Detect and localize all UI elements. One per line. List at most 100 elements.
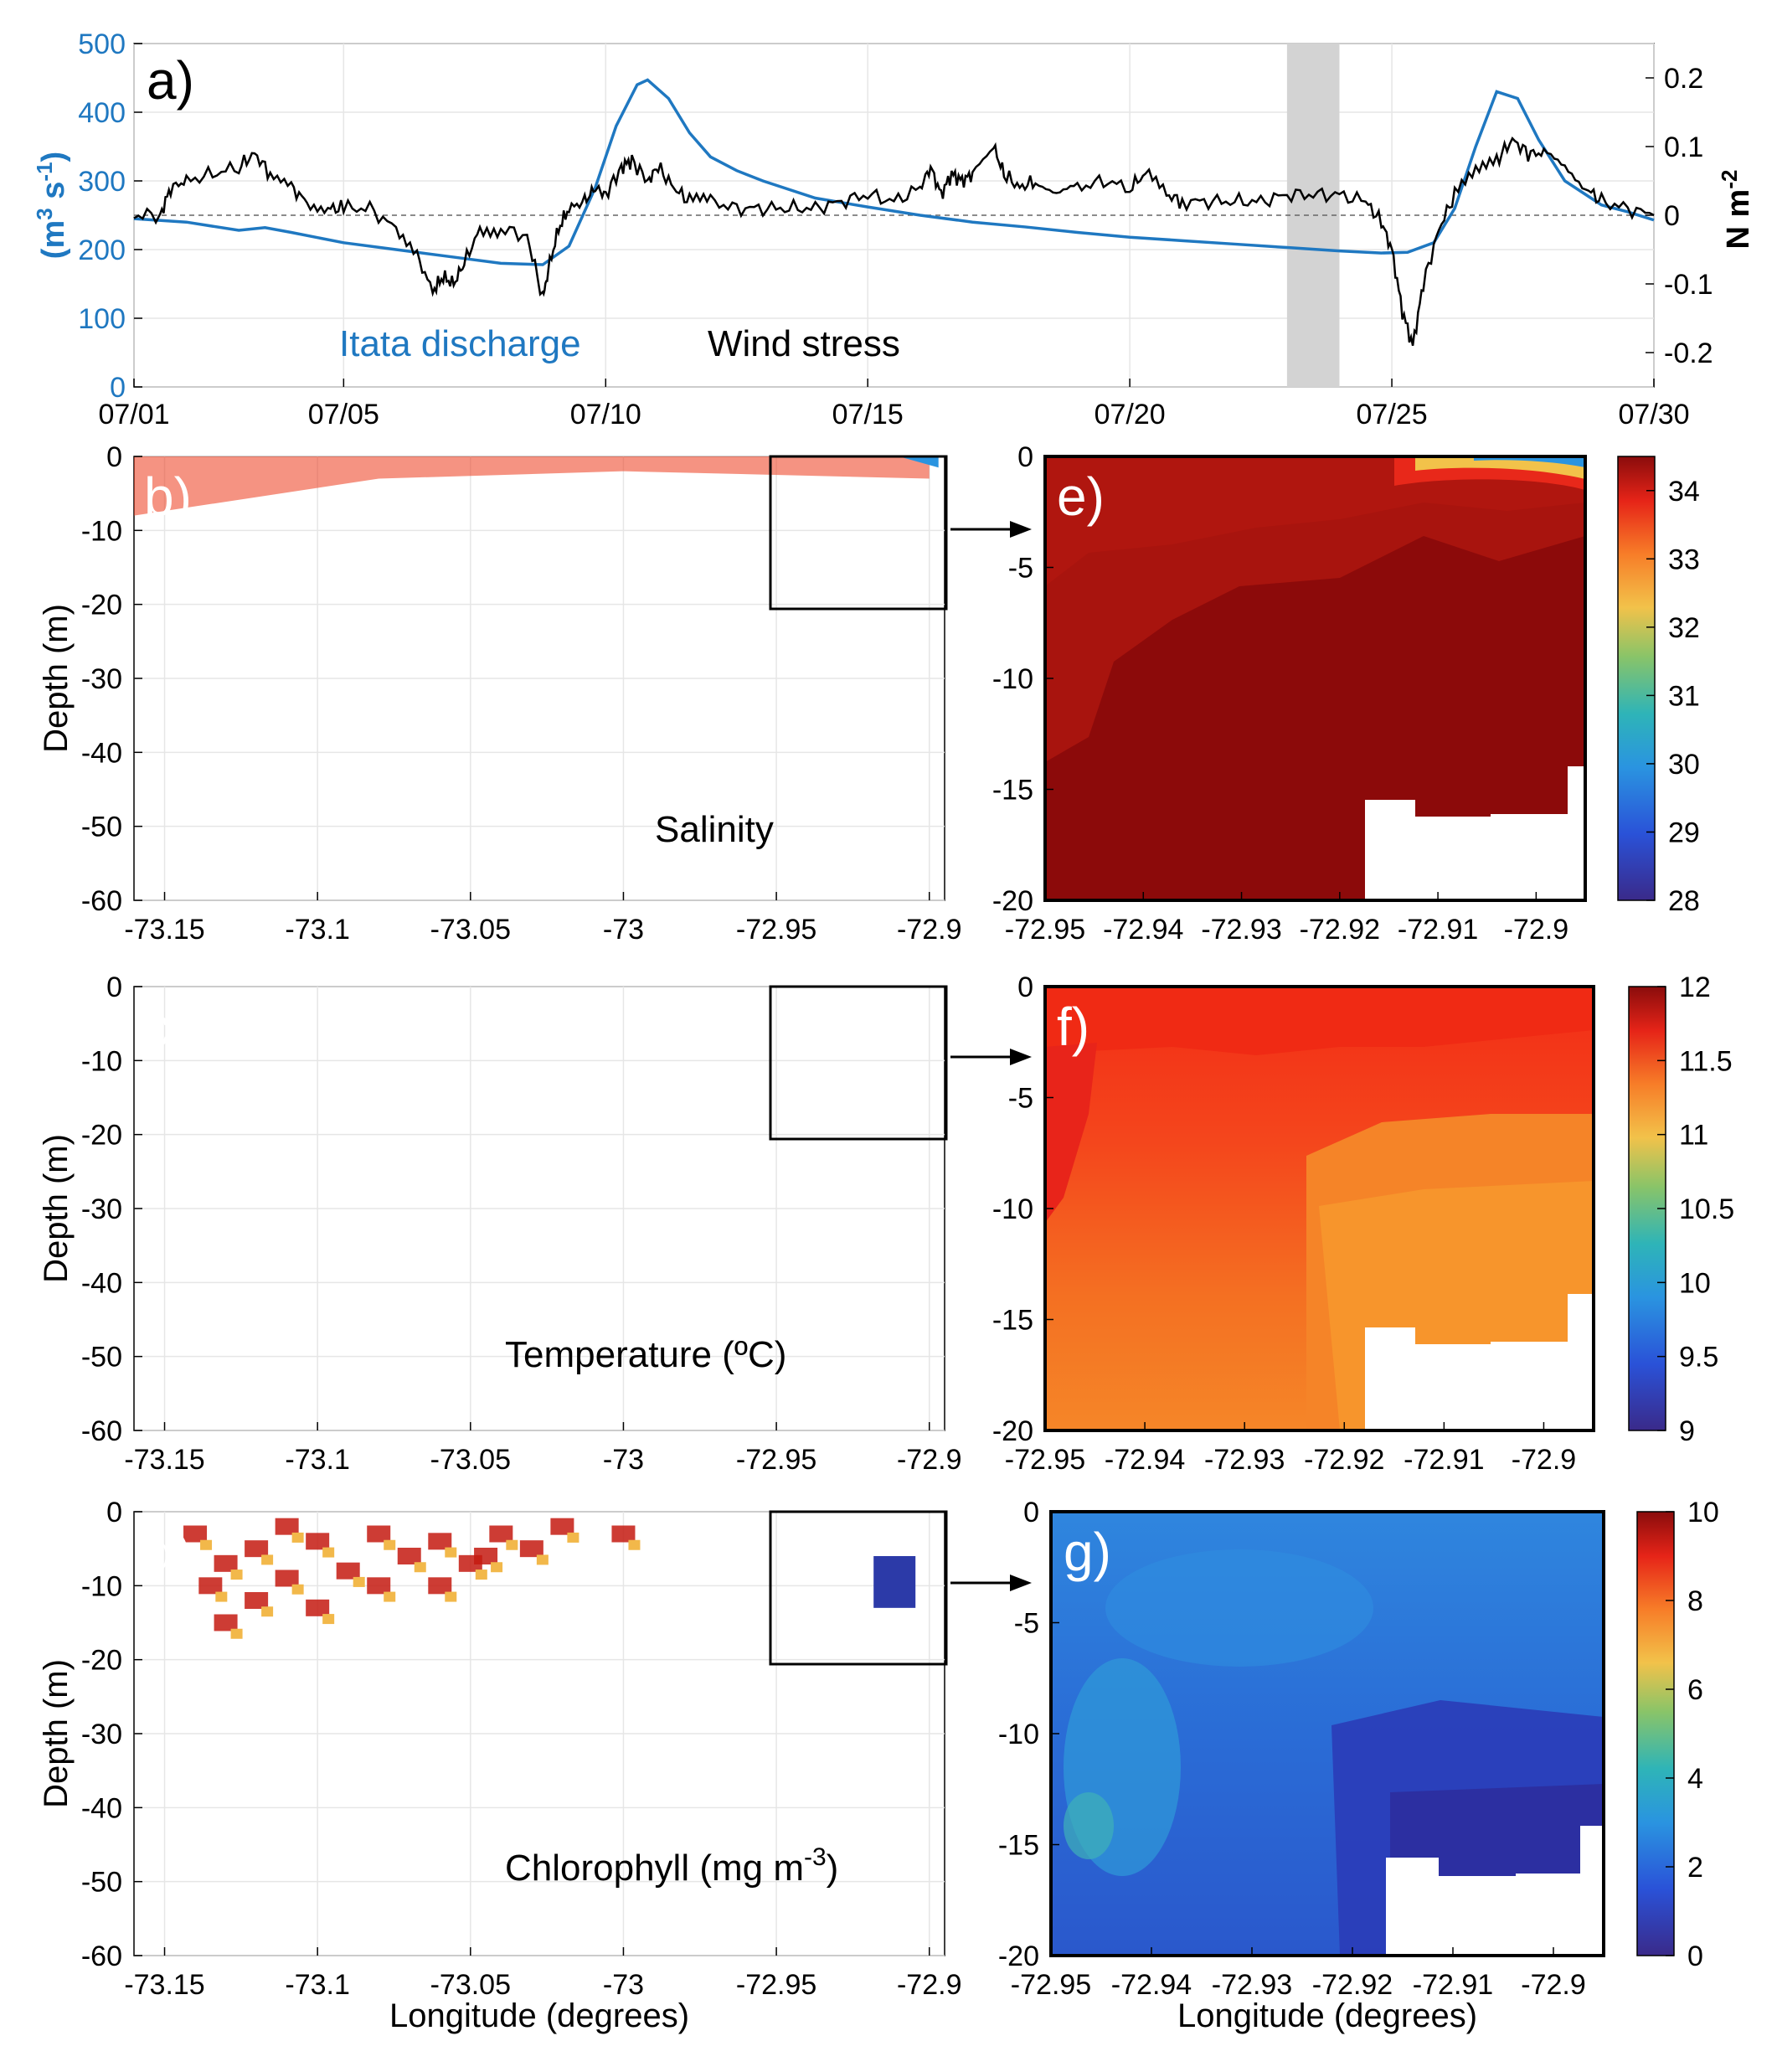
mid-chl-mark xyxy=(384,1539,396,1550)
panel-d-y-ticks: 0 -10 -20 -30 -40 -50 -60 xyxy=(81,1497,142,1972)
colorbar-tick-label: 4 xyxy=(1687,1763,1703,1795)
panel-e-surface-layer xyxy=(1045,456,1585,586)
panel-f-y-ticks: 0 -5 -10 -15 -20 xyxy=(992,972,1053,1447)
colorbar-tick-label: 30 xyxy=(1668,749,1700,781)
y-tick-label-left: 200 xyxy=(78,235,126,266)
panel-label-a: a) xyxy=(147,50,194,111)
mid-chl-mark xyxy=(491,1562,503,1573)
x-tick-label: -72.95 xyxy=(1011,1969,1091,2001)
high-chl-mark xyxy=(245,1592,269,1609)
colorbar-tick-label: 34 xyxy=(1668,476,1700,508)
high-chl-mark xyxy=(275,1569,299,1587)
y-tick-label-left: 500 xyxy=(78,28,126,60)
x-tick-label: -72.94 xyxy=(1105,1444,1185,1476)
y-tick-label: 0 xyxy=(1017,441,1033,473)
x-tick-label: -72.93 xyxy=(1204,1444,1285,1476)
panel-c-temperature-section: -73.15 -73.1 -73.05 -73 -72.95 -72.9 0 -10 -20 -… xyxy=(38,972,961,1476)
x-tick-label: -72.95 xyxy=(736,914,816,946)
panel-f-temperature-zoom: -72.95 -72.94 -72.93 -72.92 -72.91 -72.9 0 -5 -… xyxy=(992,972,1734,1476)
colorbar-tick-label: 31 xyxy=(1668,680,1700,712)
title-temperature: Temperature (ºC) xyxy=(505,1334,786,1375)
panel-e-plume-mid xyxy=(1415,456,1585,479)
y-tick-label: 0 xyxy=(1017,972,1033,1003)
inset-box-b xyxy=(769,455,948,611)
high-chl-mark xyxy=(367,1577,391,1595)
x-tick-label: -73 xyxy=(603,1969,644,2001)
x-tick-label: -72.93 xyxy=(1201,914,1281,946)
panel-g-patch-2 xyxy=(1064,1792,1114,1859)
panel-g-y-ticks: 0 -5 -10 -15 -20 xyxy=(998,1497,1059,1972)
mid-chl-mark xyxy=(230,1569,243,1580)
colorbar-tick-label: 28 xyxy=(1668,885,1700,917)
x-tick-label: 07/30 xyxy=(1618,399,1689,430)
x-tick-label: -73.05 xyxy=(430,914,511,946)
title-salinity: Salinity xyxy=(655,809,774,850)
x-tick-label: -73.05 xyxy=(430,1969,511,2001)
x-tick-label: -73.15 xyxy=(124,1444,204,1476)
y-tick-label: -30 xyxy=(81,1719,122,1750)
high-chl-mark xyxy=(611,1525,636,1543)
y-tick-label: -10 xyxy=(81,1570,122,1602)
high-chl-mark xyxy=(367,1525,391,1543)
mid-chl-mark xyxy=(291,1532,304,1543)
high-chl-mark xyxy=(428,1533,452,1550)
x-tick-label: 07/15 xyxy=(832,399,904,430)
mid-chl-mark xyxy=(322,1547,335,1558)
y-tick-label: 0 xyxy=(106,1497,122,1528)
panel-d-x-ticks: -73.15 -73.1 -73.05 -73 -72.95 -72.9 xyxy=(124,1947,961,2001)
mid-chl-mark xyxy=(536,1554,549,1565)
x-axis-label-g: Longitude (degrees) xyxy=(1177,1997,1477,2034)
arrow-head-d xyxy=(1010,1575,1032,1591)
mid-chl-mark xyxy=(445,1547,457,1558)
y-tick-label-left: 100 xyxy=(78,303,126,335)
mid-chl-mark xyxy=(445,1591,457,1602)
high-chl-mark xyxy=(198,1577,223,1595)
panel-a-y-ticks-right: -0.2 -0.1 0 0.1 0.2 xyxy=(1646,63,1713,369)
panel-f-warm-patch xyxy=(1045,1043,1097,1223)
x-tick-label: -73 xyxy=(603,1444,644,1476)
mid-chl-mark xyxy=(506,1539,518,1550)
panel-a-discharge-wind: 07/01 07/05 07/10 07/15 07/20 07/25 07/30 0 100… xyxy=(32,28,1756,430)
panel-label-g: g) xyxy=(1064,1522,1111,1582)
panel-b-y-ticks: 0 -10 -20 -30 -40 -50 -60 xyxy=(81,441,142,917)
x-tick-label: -72.9 xyxy=(1512,1444,1577,1476)
arrow-head-c xyxy=(1010,1049,1032,1065)
river-plume-surface xyxy=(899,456,939,468)
y-axis-label-b: Depth (m) xyxy=(38,604,75,753)
y-tick-label-left: 300 xyxy=(78,166,126,198)
legend-itata-discharge: Itata discharge xyxy=(339,323,581,364)
high-chl-mark xyxy=(275,1518,299,1535)
x-tick-label: -72.9 xyxy=(897,914,962,946)
y-axis-label-d: Depth (m) xyxy=(38,1659,75,1808)
colorbar-tick-label: 10.5 xyxy=(1679,1193,1734,1225)
high-chl-mark xyxy=(245,1540,269,1558)
colorbar-chlorophyll-ticks: 0 2 4 6 8 10 xyxy=(1666,1497,1719,1972)
panel-b-overlay xyxy=(134,456,939,516)
y-tick-label: -50 xyxy=(81,1867,122,1899)
arrow-head-b xyxy=(1010,521,1032,538)
high-chl-mark xyxy=(306,1599,330,1616)
panel-b-profiles xyxy=(139,452,949,893)
series-wind-stress xyxy=(133,136,1655,346)
colorbar-tick-label: 11 xyxy=(1679,1120,1708,1152)
y-tick-label: -30 xyxy=(81,663,122,695)
inset-box-d xyxy=(769,1510,948,1666)
mid-chl-mark xyxy=(414,1562,426,1573)
x-tick-label: 07/05 xyxy=(308,399,379,430)
colorbar-tick-label: 10 xyxy=(1679,1267,1711,1299)
x-tick-label: -72.92 xyxy=(1312,1969,1393,2001)
panel-b-salinity-section: -73.15 -73.1 -73.05 -73 -72.95 -72.9 0 -10 -20 -… xyxy=(38,441,961,946)
panel-label-f: f) xyxy=(1057,997,1089,1057)
high-chl-mark xyxy=(214,1554,238,1572)
mid-chl-mark xyxy=(261,1554,274,1565)
x-tick-label: -72.9 xyxy=(897,1969,962,2001)
colorbar-temperature-ticks: 9 9.5 10 10.5 11 11.5 12 xyxy=(1657,972,1734,1447)
mid-chl-mark xyxy=(291,1584,304,1595)
panel-e-x-ticks: -72.95 -72.94 -72.93 -72.92 -72.91 -72.9 xyxy=(1005,892,1568,946)
y-tick-label-left: 400 xyxy=(78,97,126,129)
high-chl-mark xyxy=(428,1577,452,1595)
y-tick-label: -20 xyxy=(81,1120,122,1152)
x-tick-label: -73.15 xyxy=(124,1969,204,2001)
x-tick-label: -73.05 xyxy=(430,1444,511,1476)
y-tick-label-right: 0.2 xyxy=(1664,63,1703,95)
